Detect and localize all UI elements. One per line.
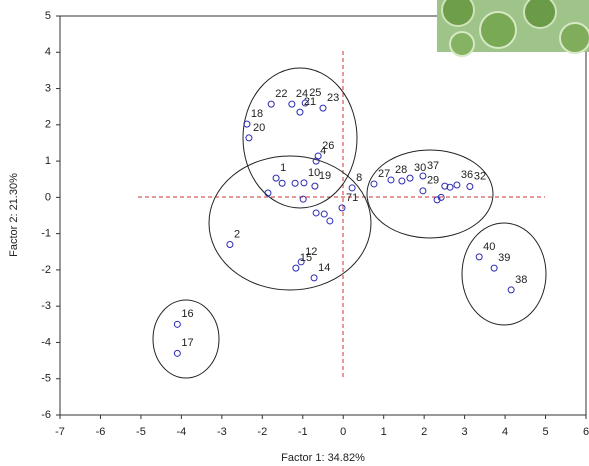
y-tick-label: 2	[45, 119, 51, 131]
point-label: 36	[461, 169, 473, 181]
x-tick-label: -5	[136, 426, 146, 438]
x-tick-label: -6	[96, 426, 106, 438]
point-label: 1	[280, 162, 286, 174]
x-tick-label: -7	[55, 426, 65, 438]
point-label: 2	[234, 228, 240, 240]
point-label: 30	[414, 162, 426, 174]
cell	[450, 32, 474, 56]
x-tick-label: 0	[340, 426, 346, 438]
point-label: 17	[181, 337, 193, 349]
point-label: 21	[304, 96, 316, 108]
y-tick-label: 4	[45, 46, 51, 58]
point-label: 15	[300, 252, 312, 264]
point-label: 28	[395, 164, 407, 176]
point-label: 29	[427, 175, 439, 187]
plot-frame	[60, 16, 586, 415]
point-label: 19	[319, 170, 331, 182]
point-label: 23	[327, 92, 339, 104]
x-axis-title: Factor 1: 34.82%	[281, 452, 365, 464]
point-label: 32	[474, 170, 486, 182]
point-label: 18	[251, 108, 263, 120]
x-tick-label: 2	[421, 426, 427, 438]
x-tick-label: 1	[381, 426, 387, 438]
cell	[442, 0, 474, 26]
y-tick-label: -5	[41, 373, 51, 385]
photo-inset	[437, 0, 589, 56]
point-label: 20	[253, 122, 265, 134]
point-label: 4	[320, 145, 326, 157]
point-label: 37	[427, 160, 439, 172]
point-label: 14	[318, 262, 330, 274]
chart: Factor 1: 34.82% Factor 2: 21.30% -7 -6 -5…	[0, 0, 589, 466]
y-tick-label: 0	[45, 191, 51, 203]
point-label: 38	[515, 274, 527, 286]
x-tick-label: 5	[542, 426, 548, 438]
y-tick-label: -2	[41, 264, 51, 276]
x-tick-label: 4	[502, 426, 508, 438]
point-label: 8	[356, 172, 362, 184]
cell	[480, 12, 516, 48]
point-label: 16	[181, 308, 193, 320]
cell	[560, 23, 589, 53]
x-tick-label: -1	[298, 426, 308, 438]
x-tick-label: -4	[176, 426, 186, 438]
x-tick-label: 3	[462, 426, 468, 438]
y-tick-label: -3	[41, 300, 51, 312]
y-tick-label: -6	[41, 409, 51, 421]
point-label: 39	[498, 252, 510, 264]
y-axis-title: Factor 2: 21.30%	[8, 173, 20, 257]
x-tick-label: -2	[257, 426, 267, 438]
cell	[524, 0, 556, 28]
y-tick-label: 5	[45, 10, 51, 22]
y-tick-label: 3	[45, 82, 51, 94]
x-tick-label: 6	[583, 426, 589, 438]
point-label: 71	[346, 192, 358, 204]
y-tick-label: 1	[45, 155, 51, 167]
x-tick-label: -3	[217, 426, 227, 438]
point-label: 40	[483, 241, 495, 253]
y-tick-label: -1	[41, 228, 51, 240]
point-label: 22	[275, 88, 287, 100]
y-tick-label: -4	[41, 336, 51, 348]
